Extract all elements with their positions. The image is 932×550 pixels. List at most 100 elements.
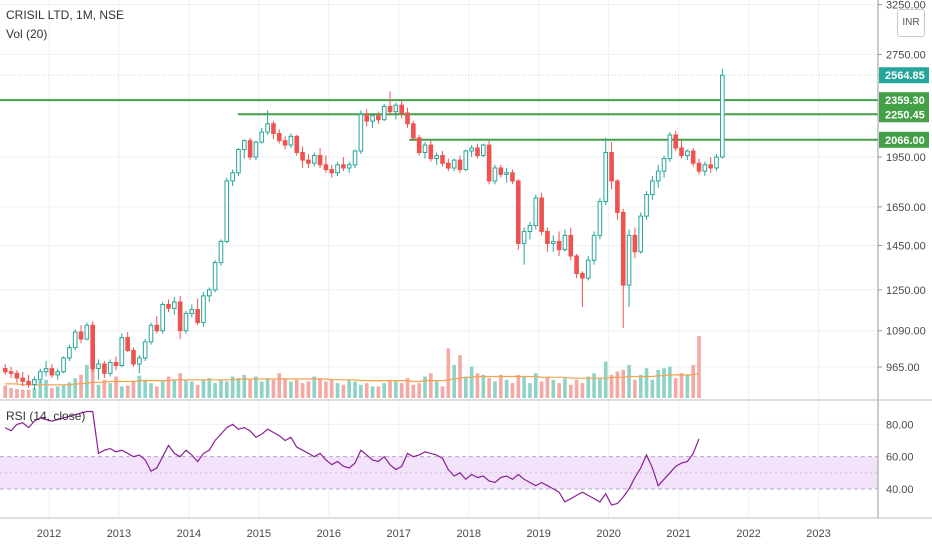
volume-bar bbox=[673, 378, 678, 398]
candle-body bbox=[78, 331, 84, 340]
candle-body bbox=[265, 123, 270, 133]
volume-bar bbox=[464, 376, 468, 398]
candle-body bbox=[568, 234, 574, 257]
candle-body bbox=[335, 164, 340, 174]
volume-bar bbox=[423, 376, 427, 398]
candle-body bbox=[26, 380, 31, 386]
y-tick-label: 1650.00 bbox=[886, 202, 926, 214]
candle-body bbox=[49, 368, 55, 376]
volume-bar bbox=[580, 383, 585, 398]
volume-bar bbox=[598, 378, 602, 398]
volume-bar bbox=[96, 384, 101, 398]
volume-bar bbox=[638, 374, 643, 398]
candle-body bbox=[72, 331, 78, 349]
candle-body bbox=[690, 150, 696, 164]
volume-bar bbox=[329, 379, 334, 398]
candle-body bbox=[451, 159, 457, 169]
volume-bar bbox=[405, 378, 410, 398]
support-resistance-lines bbox=[0, 74, 878, 141]
volume-bar bbox=[475, 373, 480, 398]
volume-bar bbox=[143, 379, 147, 398]
volume-bar bbox=[493, 381, 497, 398]
candle-body bbox=[43, 368, 49, 373]
candle-body bbox=[644, 194, 649, 217]
volume-bar bbox=[370, 386, 375, 398]
volume-bar bbox=[85, 364, 89, 398]
rsi-panel bbox=[0, 410, 878, 506]
volume-bar bbox=[207, 378, 212, 398]
y-tick-label: 1090.00 bbox=[886, 326, 926, 338]
candle-body bbox=[364, 113, 370, 122]
volume-bar bbox=[341, 384, 346, 398]
candle-body bbox=[510, 172, 515, 182]
candle-body bbox=[515, 180, 521, 244]
candle-body bbox=[137, 357, 142, 365]
candle-body bbox=[119, 337, 125, 367]
volume-bar bbox=[306, 381, 311, 398]
candle-body bbox=[498, 167, 504, 175]
volume-bar bbox=[487, 378, 491, 398]
candle-body bbox=[580, 273, 585, 279]
volume-bar bbox=[160, 381, 165, 398]
volume-bar bbox=[236, 378, 241, 398]
candle-body bbox=[405, 112, 410, 125]
volume-bar bbox=[434, 381, 439, 398]
candle-body bbox=[224, 180, 230, 242]
volume-bar bbox=[679, 373, 684, 398]
candle-body bbox=[201, 295, 206, 324]
volume-bar bbox=[254, 376, 258, 398]
y-tick-label: 1450.00 bbox=[886, 241, 926, 253]
volume-bar bbox=[324, 381, 328, 398]
x-tick-label: 2022 bbox=[736, 528, 760, 540]
volume-bar bbox=[516, 374, 521, 398]
candle-body bbox=[481, 144, 486, 157]
candle-body bbox=[241, 140, 247, 150]
candle-body bbox=[212, 261, 218, 291]
y-tick-label: 965.00 bbox=[886, 362, 920, 374]
candle-body bbox=[603, 151, 609, 203]
candle-body bbox=[148, 324, 154, 343]
candle-body bbox=[37, 371, 43, 381]
volume-bar bbox=[446, 348, 451, 398]
rsi-tick-label: 40.00 bbox=[886, 484, 914, 496]
volume-bar bbox=[149, 383, 153, 398]
candle-body bbox=[655, 170, 661, 182]
volume-bar bbox=[481, 374, 486, 398]
volume-bar bbox=[230, 376, 235, 398]
chart-title: CRISIL LTD, 1M, NSE bbox=[6, 8, 125, 22]
volume-bar bbox=[90, 368, 95, 398]
currency-button[interactable]: INR bbox=[897, 9, 925, 37]
volume-bar bbox=[224, 381, 229, 398]
candle-body bbox=[341, 164, 346, 169]
candle-body bbox=[475, 147, 480, 157]
volume-bar bbox=[114, 376, 118, 398]
candle-body bbox=[84, 324, 90, 340]
volume-bar bbox=[242, 374, 247, 398]
volume-bar bbox=[166, 376, 171, 398]
candle-body bbox=[166, 303, 171, 309]
candle-body bbox=[317, 155, 323, 166]
candle-body bbox=[160, 303, 165, 332]
volume-bar bbox=[26, 389, 31, 398]
volume-bar bbox=[592, 373, 596, 398]
candle-body bbox=[714, 156, 719, 169]
rsi-tick-label: 60.00 bbox=[886, 452, 914, 464]
level-price-tag bbox=[879, 106, 929, 123]
rsi-indicator-label[interactable]: RSI (14, close) bbox=[6, 409, 86, 423]
volume-bar bbox=[3, 385, 8, 398]
rsi-tick-label: 80.00 bbox=[886, 419, 914, 431]
candle-body bbox=[708, 164, 713, 169]
volume-bar bbox=[551, 379, 556, 398]
candle-body bbox=[67, 347, 72, 359]
volume-bar bbox=[300, 383, 305, 398]
candle-body bbox=[376, 115, 381, 121]
volume-bar bbox=[73, 378, 78, 398]
candle-body bbox=[661, 158, 667, 172]
level-price-tag bbox=[879, 131, 929, 148]
volume-bar bbox=[586, 376, 591, 398]
volume-bar bbox=[668, 366, 672, 398]
level-price-label: 2250.45 bbox=[885, 109, 925, 121]
volume-bar bbox=[125, 385, 130, 398]
candle-body bbox=[550, 240, 556, 244]
candle-body bbox=[236, 148, 241, 174]
